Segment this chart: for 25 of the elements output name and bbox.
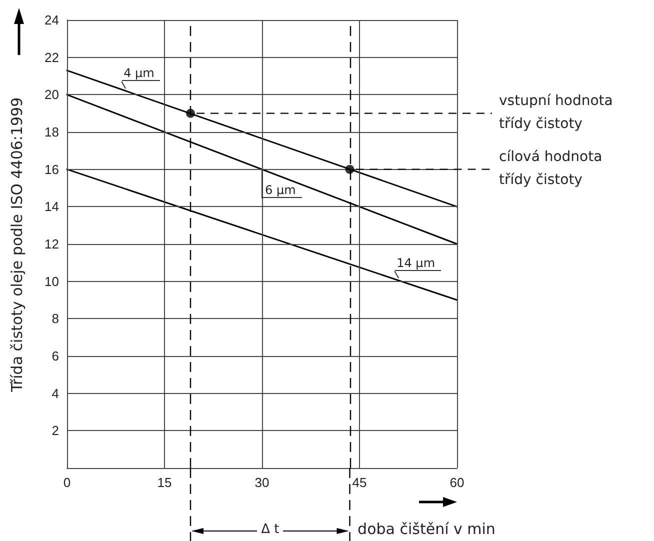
x-tick-label: 30 [254,475,270,490]
y-tick-label: 4 [52,386,59,401]
text: Δ t [257,522,284,536]
y-tick-label: 24 [44,12,59,28]
annotation: vstupní hodnota třídy čistoty [499,92,614,134]
series-label: 14 µm [394,256,442,272]
y-tick-label: 12 [44,236,59,252]
y-tick-label: 14 [44,199,59,214]
x-tick-label: 60 [450,475,464,490]
x-axis-title: doba čištění v min [358,520,496,538]
y-tick-label: 22 [44,50,59,65]
series-label: 4 µm [122,66,160,82]
y-tick-label: 16 [44,162,59,177]
y-tick-label: 2 [52,423,59,438]
y-tick-label: 6 [52,348,59,364]
x-tick-label: 45 [352,475,367,490]
x-tick-label: 15 [157,475,172,490]
y-tick-label: 18 [44,124,59,140]
y-tick-label: 10 [44,274,59,289]
annotation: cílová hodnota třídy čistoty [499,148,604,190]
series-label: 6 µm [263,183,302,198]
y-tick-label: 8 [52,311,59,326]
y-axis-title: Třída čistoty oleje podle ISO 4406:1999 [8,96,26,392]
x-tick-label: 0 [63,475,71,490]
y-tick-label: 20 [44,87,59,102]
